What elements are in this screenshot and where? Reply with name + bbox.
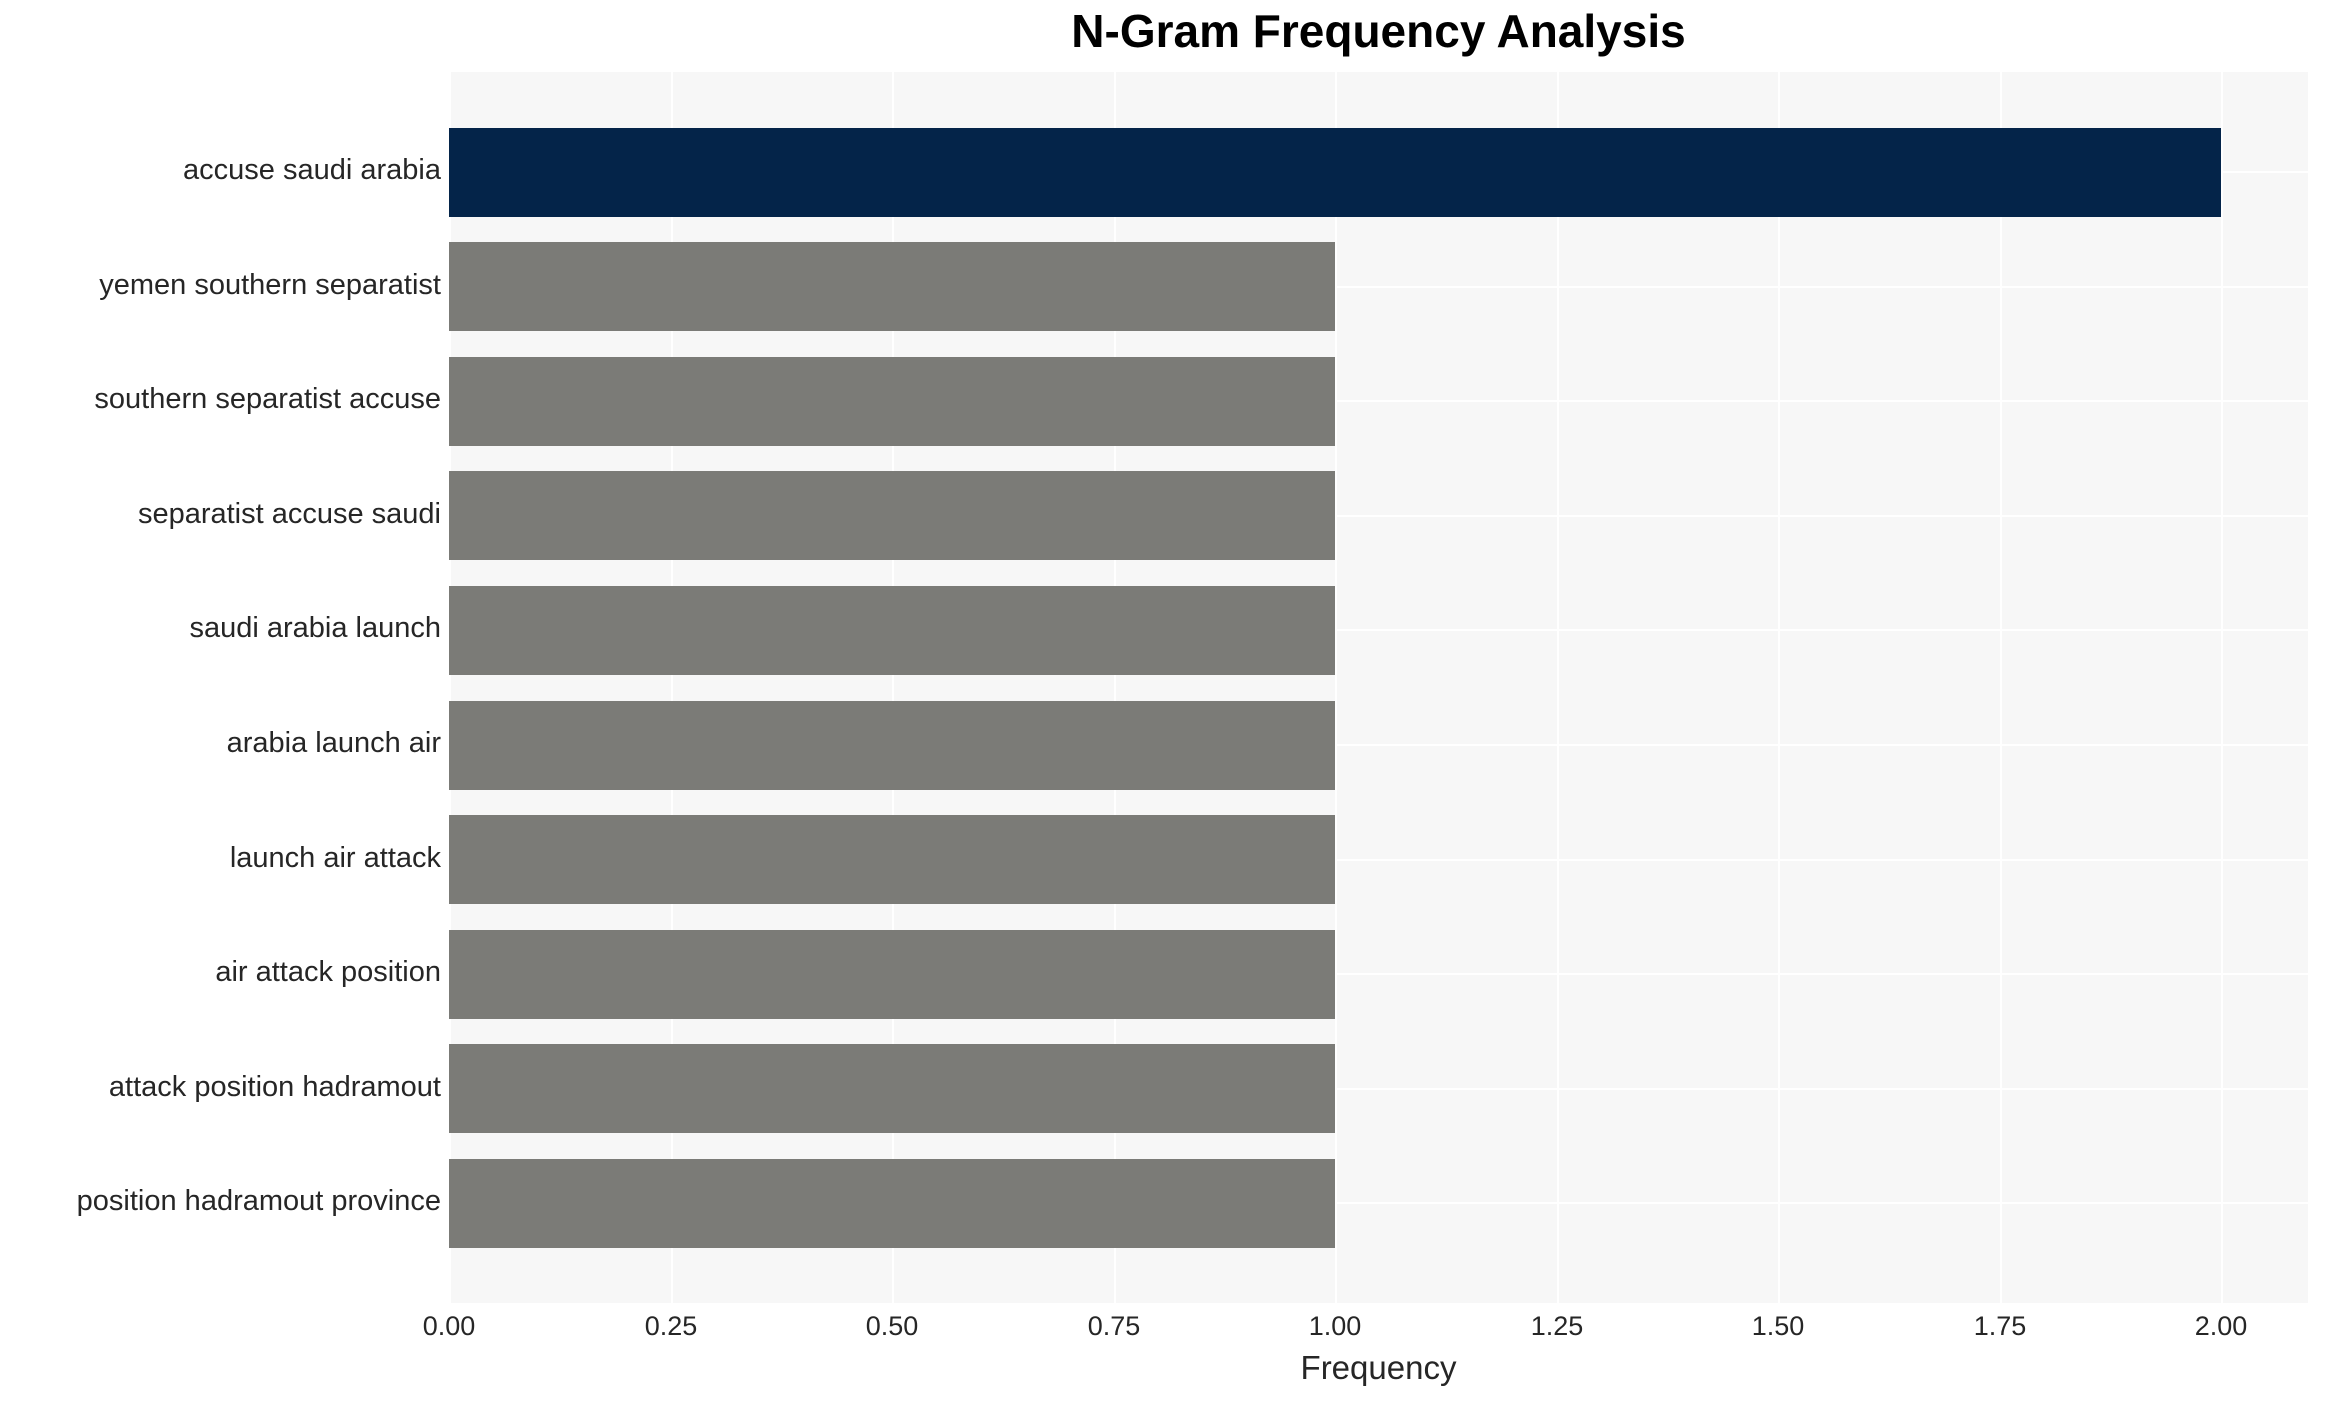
y-tick-label: yemen southern separatist — [99, 269, 441, 301]
bar-air-attack-position — [449, 930, 1335, 1019]
x-tick-label: 1.00 — [1308, 1311, 1362, 1341]
bar-arabia-launch-air — [449, 701, 1335, 790]
bar-position-hadramout-province — [449, 1159, 1335, 1248]
gridline-y-2 — [449, 400, 2308, 402]
bar-saudi-arabia-launch — [449, 586, 1335, 675]
x-axis-title: Frequency — [1300, 1349, 1457, 1386]
bar-accuse-saudi-arabia — [449, 128, 2221, 217]
y-tick-label: launch air attack — [229, 842, 441, 874]
x-tick-label: 1.25 — [1530, 1311, 1584, 1341]
gridline-x-1.00 — [1335, 72, 1337, 1303]
x-tick-label: 2.00 — [2194, 1311, 2248, 1341]
gridline-x-1.25 — [1557, 72, 1559, 1303]
y-tick-label: saudi arabia launch — [189, 612, 441, 644]
y-tick-label: position hadramout province — [76, 1185, 441, 1217]
gridline-y-6 — [449, 859, 2308, 861]
plot-area — [449, 72, 2308, 1303]
bar-separatist-accuse-saudi — [449, 471, 1335, 560]
bar-launch-air-attack — [449, 815, 1335, 904]
y-tick-label: southern separatist accuse — [94, 383, 441, 415]
gridline-y-4 — [449, 629, 2308, 631]
gridline-y-3 — [449, 515, 2308, 517]
gridline-x-0.00 — [449, 72, 451, 1303]
bar-attack-position-hadramout — [449, 1044, 1335, 1133]
gridline-x-2.00 — [2221, 72, 2223, 1303]
x-tick-label: 0.50 — [865, 1311, 919, 1341]
bar-southern-separatist-accuse — [449, 357, 1335, 446]
chart-title: N-Gram Frequency Analysis — [1071, 5, 1686, 57]
gridline-x-0.25 — [671, 72, 673, 1303]
bar-yemen-southern-separatist — [449, 242, 1335, 331]
y-tick-label: separatist accuse saudi — [137, 498, 441, 530]
gridline-y-5 — [449, 744, 2308, 746]
x-tick-label: 1.75 — [1973, 1311, 2027, 1341]
x-tick-label: 0.25 — [644, 1311, 698, 1341]
y-tick-label: accuse saudi arabia — [183, 154, 441, 186]
gridline-y-1 — [449, 286, 2308, 288]
gridline-x-1.75 — [2000, 72, 2002, 1303]
x-tick-label: 1.50 — [1751, 1311, 1805, 1341]
gridline-x-1.50 — [1778, 72, 1780, 1303]
y-tick-label: arabia launch air — [226, 727, 441, 759]
gridline-y-7 — [449, 973, 2308, 975]
gridline-x-0.50 — [892, 72, 894, 1303]
x-tick-label: 0.75 — [1087, 1311, 1141, 1341]
gridline-x-0.75 — [1114, 72, 1116, 1303]
x-tick-label: 0.00 — [422, 1311, 476, 1341]
gridline-y-9 — [449, 1202, 2308, 1204]
gridline-y-8 — [449, 1088, 2308, 1090]
y-tick-label: air attack position — [215, 956, 441, 988]
y-tick-label: attack position hadramout — [108, 1071, 441, 1103]
